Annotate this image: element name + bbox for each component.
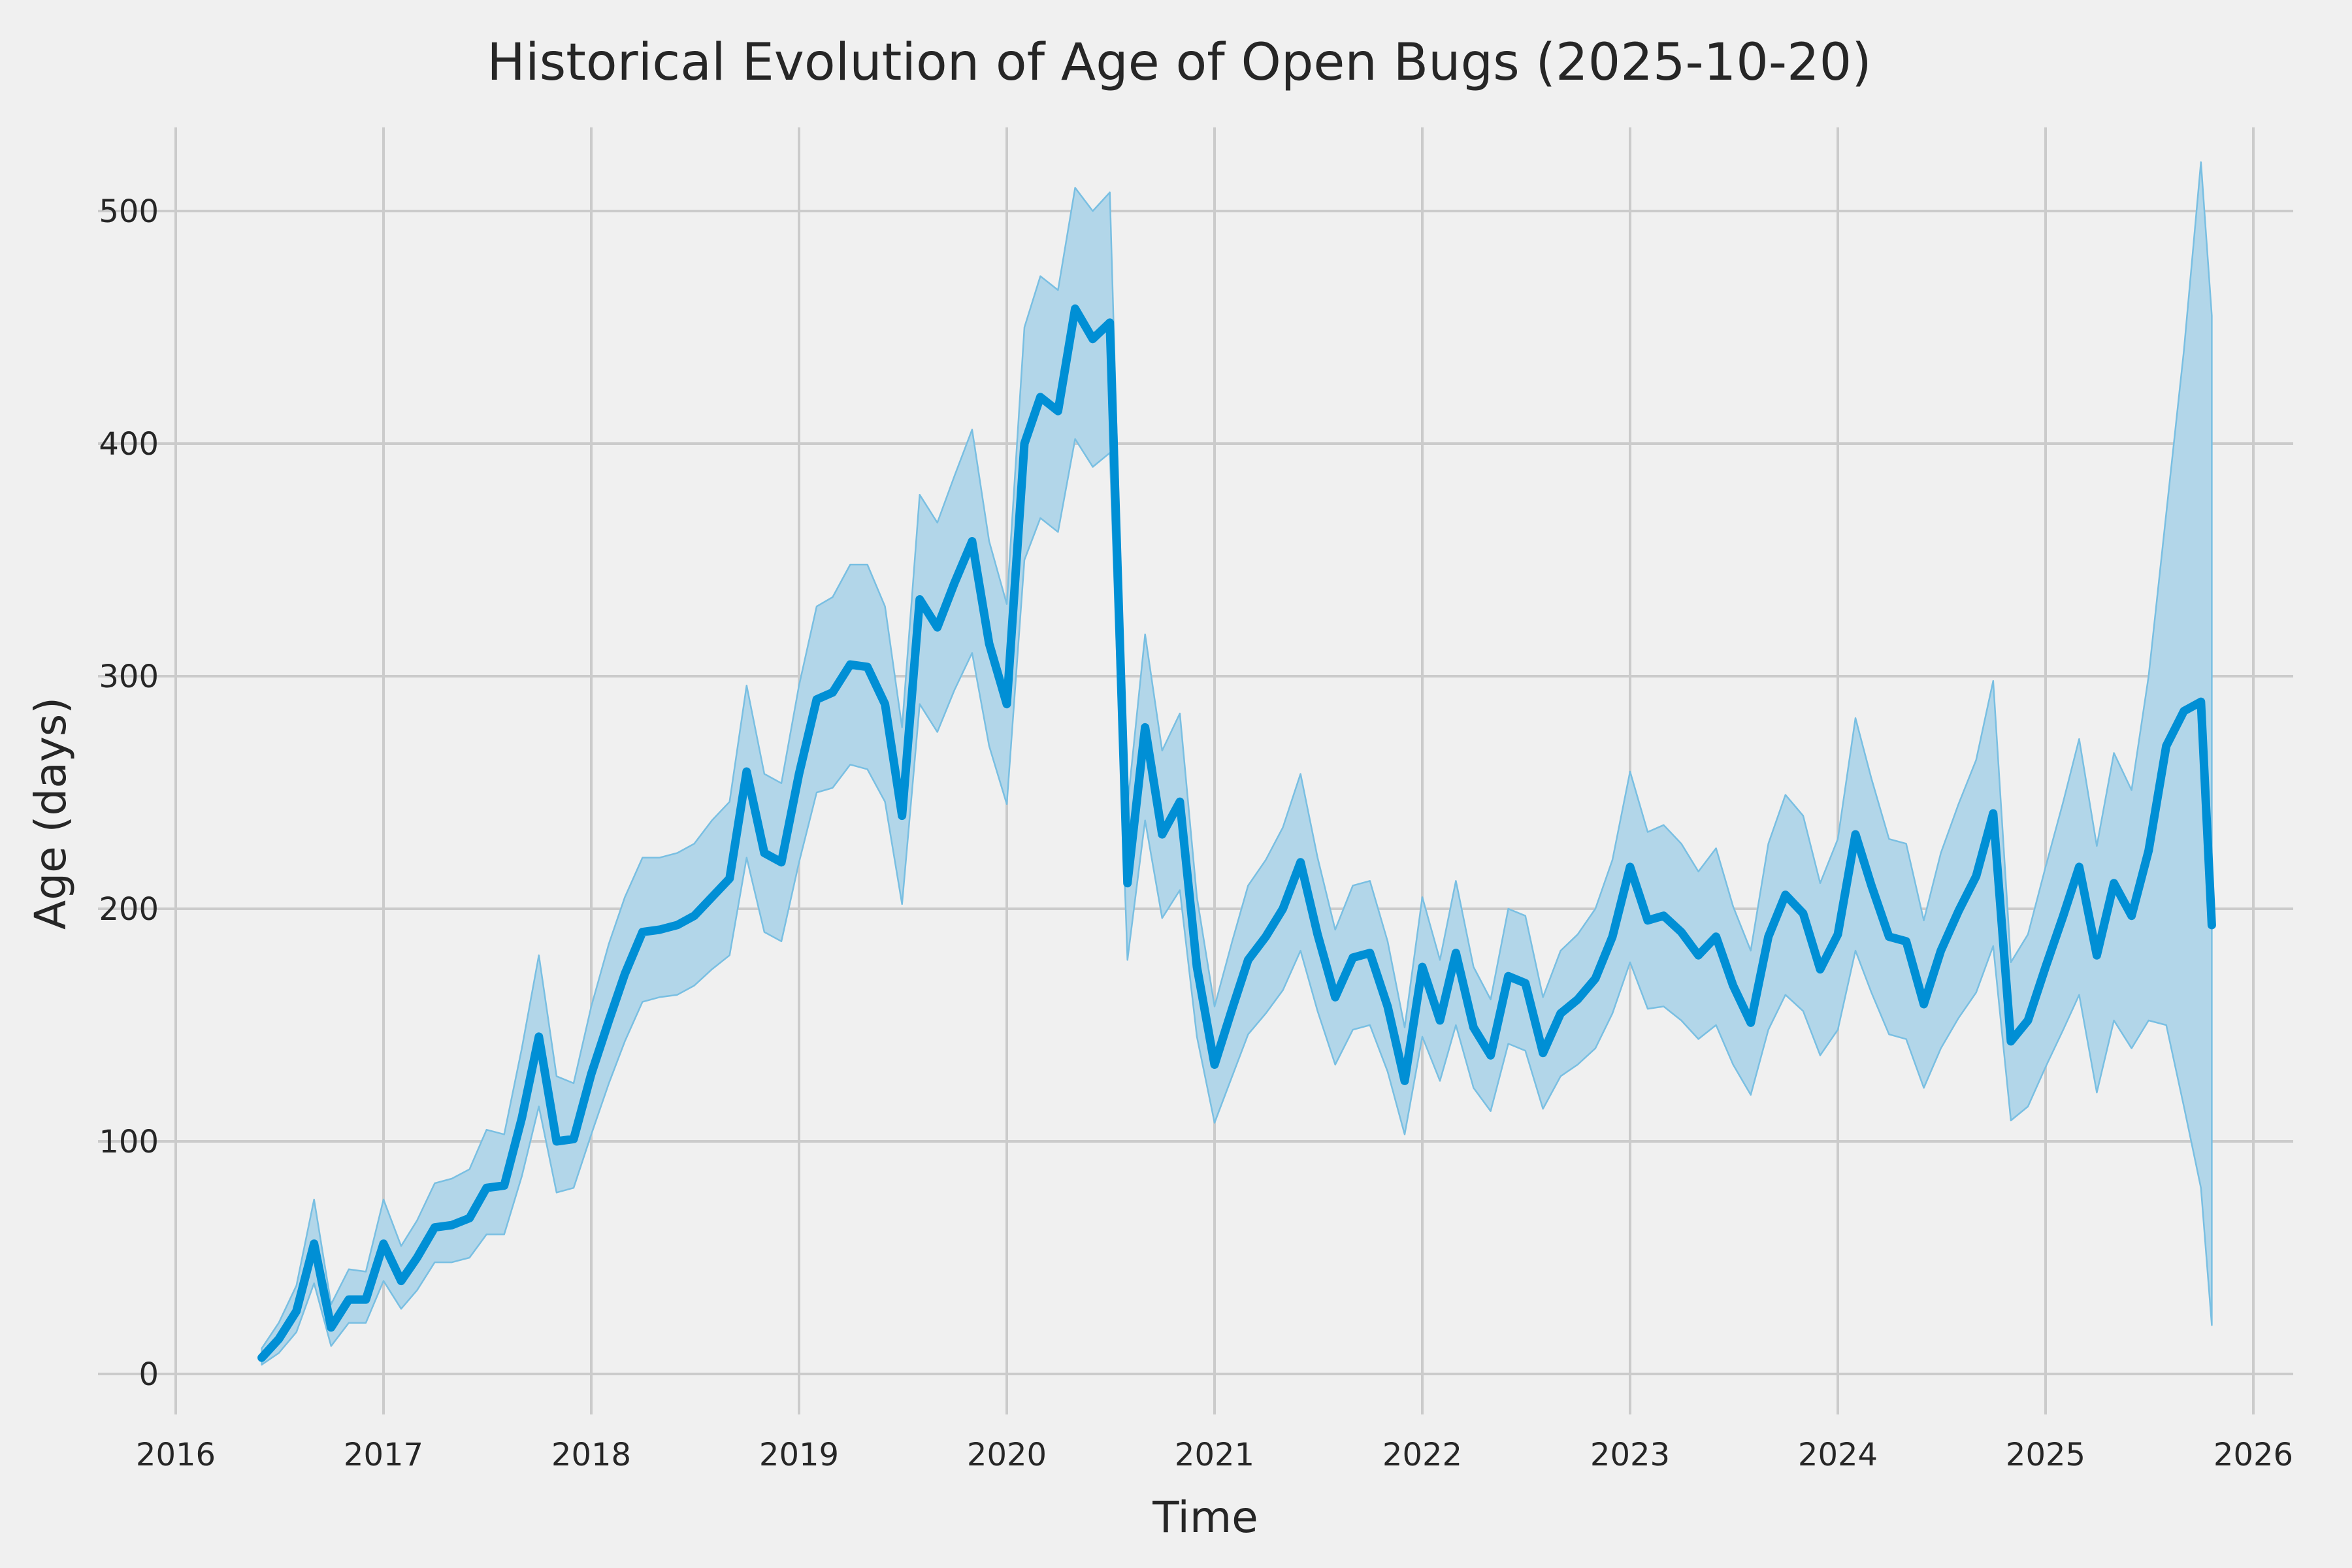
x-tick-label: 2023 [1590,1437,1670,1473]
x-axis-label: Time [1152,1492,1258,1543]
series-line-layer [257,304,2216,1362]
y-tick-label: 0 [139,1356,159,1393]
y-axis-label: Age (days) [25,697,76,930]
tick-label-layer: 2016 2017 2018 2019 2020 2021 2022 2023 2024 2025… [99,193,2293,1473]
mean-age-line [257,304,2216,1362]
x-tick-label: 2021 [1175,1437,1254,1473]
x-tick-label: 2018 [551,1437,631,1473]
x-tick-label: 2017 [344,1437,423,1473]
y-tick-label: 500 [99,193,159,230]
y-tick-label: 100 [99,1124,159,1160]
x-tick-label: 2025 [2006,1437,2085,1473]
x-tick-label: 2024 [1798,1437,1878,1473]
uncertainty-band [261,161,2213,1366]
x-tick-label: 2019 [759,1437,839,1473]
x-tick-label: 2020 [967,1437,1047,1473]
y-tick-label: 300 [99,659,159,695]
x-tick-label: 2022 [1382,1437,1462,1473]
x-tick-label: 2026 [2213,1437,2293,1473]
uncertainty-band-layer [261,161,2213,1366]
chart-title: Historical Evolution of Age of Open Bugs… [487,33,1871,92]
y-tick-label: 400 [99,426,159,463]
y-tick-label: 200 [99,891,159,928]
x-tick-label: 2016 [136,1437,216,1473]
